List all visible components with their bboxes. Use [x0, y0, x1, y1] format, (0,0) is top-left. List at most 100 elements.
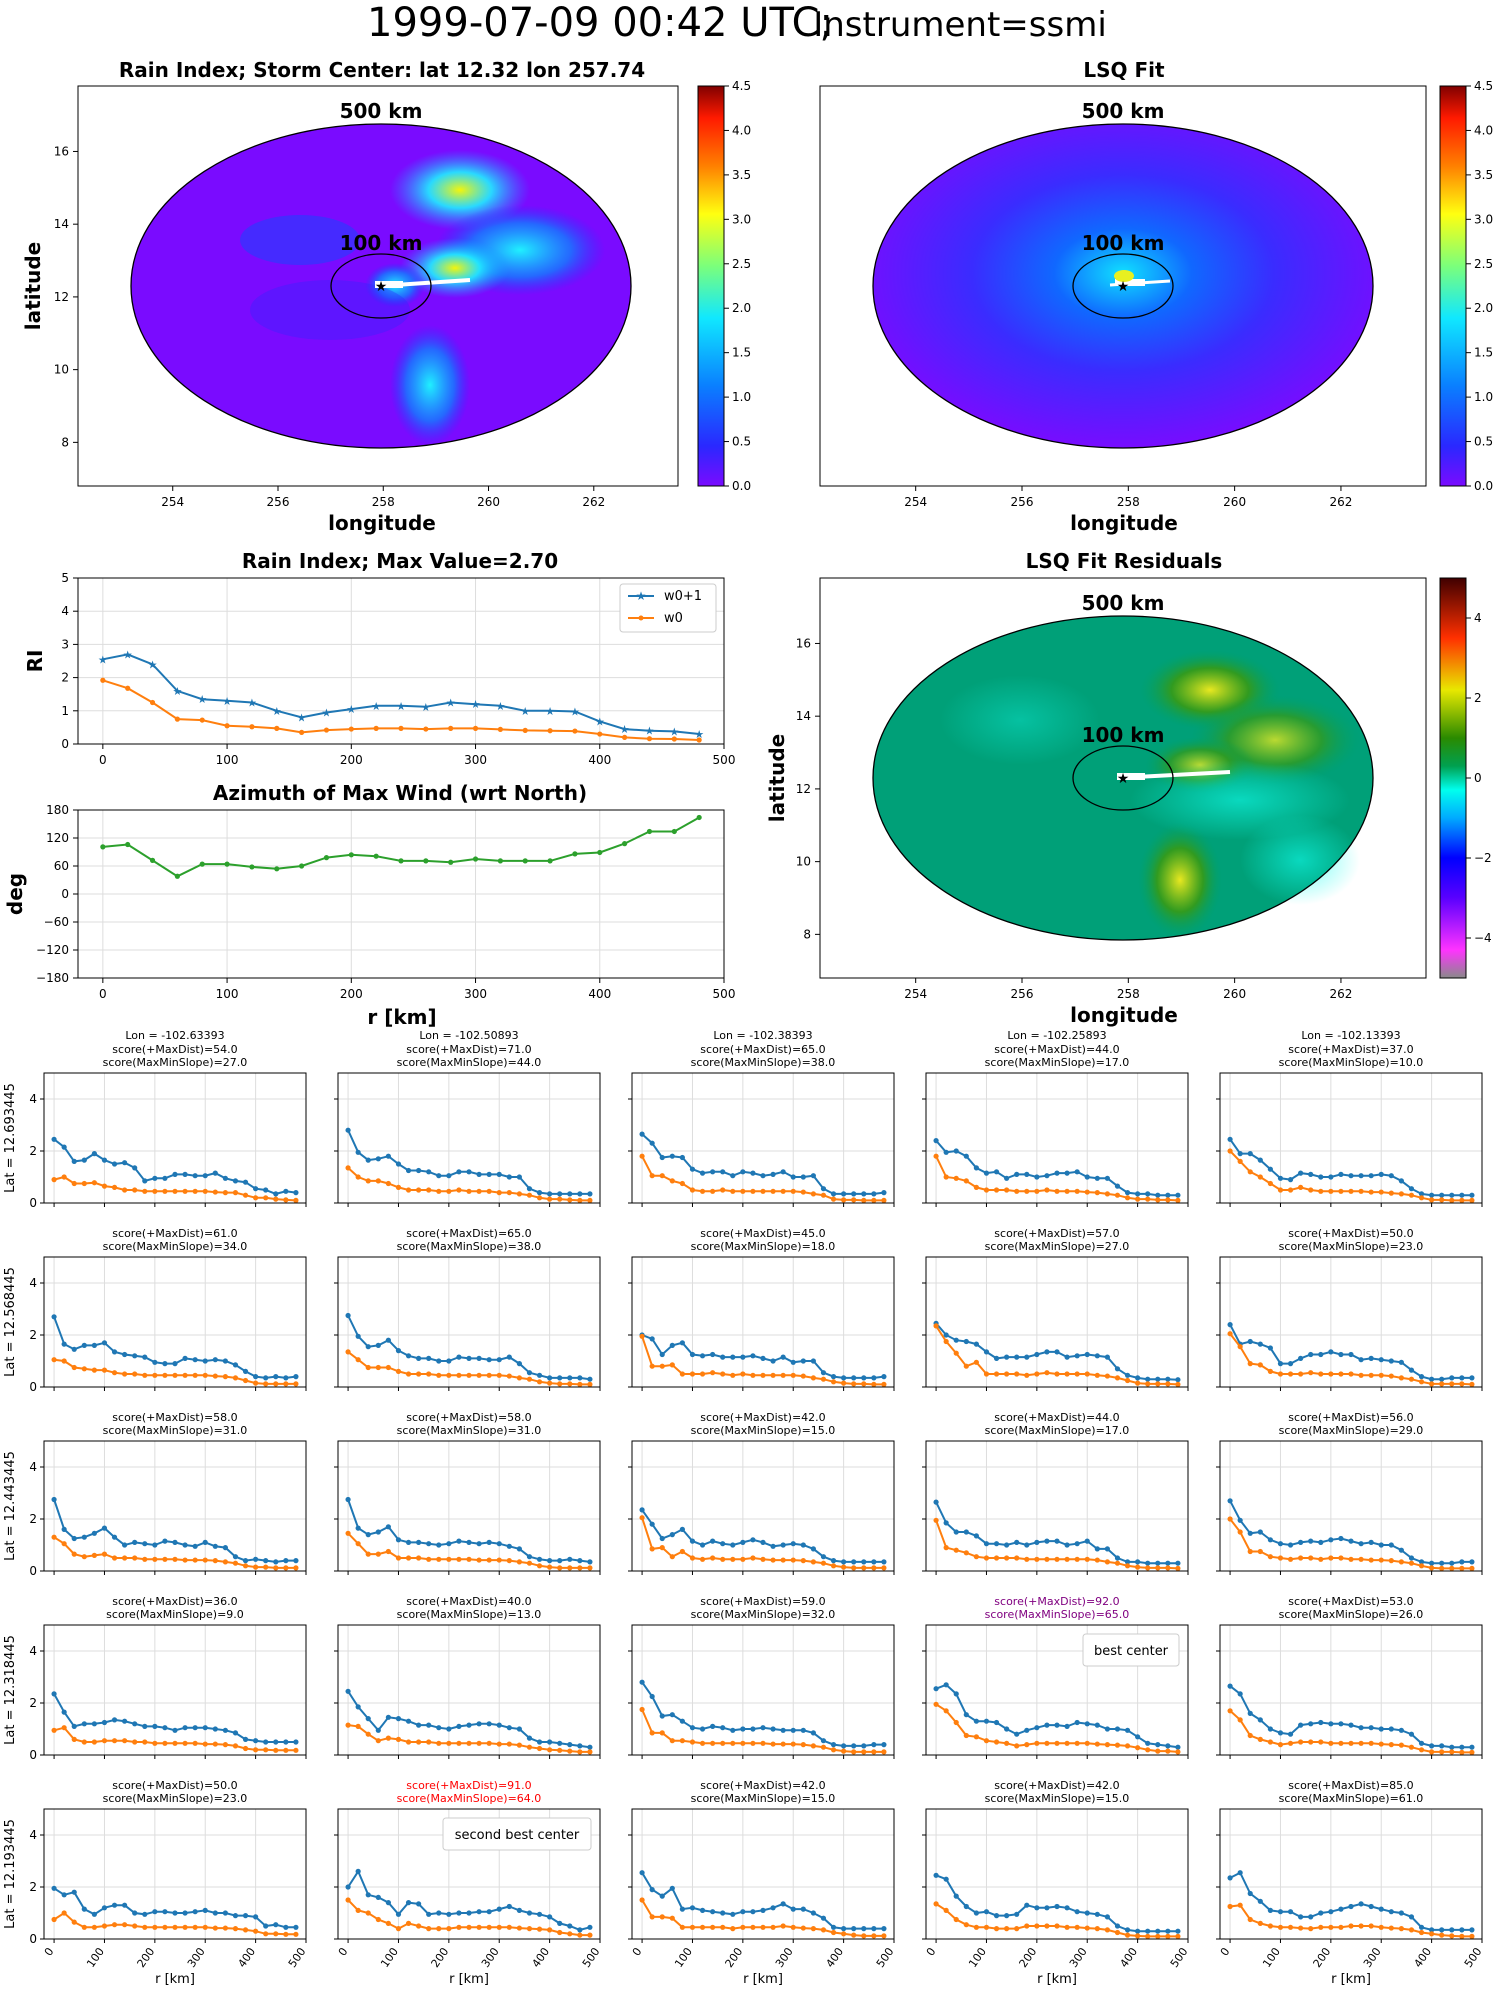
- azimuth-line: [102, 816, 700, 878]
- w0p1-point: [1348, 1351, 1354, 1358]
- w0p1-point: [1014, 1171, 1020, 1177]
- w0-point: [71, 1180, 77, 1187]
- w0p1-point: [283, 1375, 289, 1381]
- colorbar-tick-label: 4: [1474, 611, 1482, 625]
- score-maxdist: score(+MaxDist)=42.0: [700, 1779, 825, 1792]
- w0p1-point: [669, 1532, 675, 1538]
- w0-point: [299, 729, 305, 735]
- w0p1-point: [212, 1726, 218, 1732]
- x-tick-label: 200: [340, 753, 363, 767]
- w0p1-point: [385, 1900, 391, 1906]
- w0p1-point: [122, 1160, 128, 1166]
- w0-point: [851, 1565, 857, 1571]
- w0-point: [345, 1530, 351, 1536]
- w0p1-point: [1034, 1725, 1040, 1731]
- w0p1-point: [192, 1357, 198, 1363]
- w0-point: [395, 1926, 402, 1932]
- w0-line: [347, 1532, 590, 1569]
- w0-point: [547, 1747, 553, 1753]
- w0-point: [61, 1541, 67, 1547]
- w0-point: [810, 1743, 816, 1749]
- w0p1-point: [790, 1541, 796, 1547]
- y-tick-label: 2: [29, 1144, 37, 1158]
- w0p1-point: [720, 1354, 726, 1360]
- w0p1-point: [689, 1351, 696, 1358]
- w0-point: [1449, 1565, 1455, 1571]
- w0-point: [1024, 1188, 1030, 1194]
- w0p1-point: [395, 1911, 402, 1917]
- w0-point: [1298, 1739, 1304, 1745]
- y-tick-label: 2: [61, 671, 69, 685]
- azimuth-point: [199, 861, 205, 867]
- w0-point: [1004, 1555, 1010, 1561]
- w0p1-point: [1024, 1542, 1030, 1548]
- w0-point: [506, 1924, 512, 1930]
- w0-point: [800, 1373, 806, 1379]
- w0p1-point: [91, 1911, 97, 1917]
- w0-point: [1469, 1749, 1475, 1755]
- w0-point: [426, 1371, 432, 1377]
- w0-point: [770, 1557, 776, 1563]
- w0-point: [1135, 1196, 1141, 1202]
- w0-point: [699, 1556, 706, 1562]
- x-tick-label: 100: [672, 1945, 695, 1970]
- y-tick-label: 8: [61, 435, 69, 449]
- w0-point: [1094, 1372, 1100, 1378]
- w0-point: [365, 1551, 371, 1557]
- w0-point: [1165, 1381, 1171, 1387]
- w0-point: [1348, 1740, 1354, 1746]
- w0-point: [142, 1556, 148, 1562]
- rain-index-map-title: Rain Index; Storm Center: lat 12.32 lon …: [119, 58, 645, 82]
- w0p1-point: [436, 1910, 442, 1916]
- y-tick-label: 60: [54, 859, 69, 873]
- w0-point: [283, 1565, 289, 1571]
- w0p1-point: [1064, 1905, 1070, 1911]
- w0p1-point: [1024, 1902, 1030, 1908]
- w0-point: [395, 1555, 402, 1561]
- w0p1-point: [132, 1353, 138, 1359]
- w0p1-point: [202, 1539, 208, 1545]
- w0p1-point: ★: [98, 653, 108, 666]
- x-tick-label: 254: [904, 987, 927, 1001]
- w0-point: [111, 1555, 118, 1561]
- w0p1-point: [1064, 1170, 1070, 1176]
- w0p1-point: [820, 1554, 827, 1560]
- w0-point: [345, 1722, 351, 1728]
- w0p1-point: [375, 1156, 381, 1162]
- w0-point: [283, 1747, 289, 1753]
- w0p1-point: [780, 1354, 786, 1360]
- w0p1-point: [1308, 1171, 1314, 1177]
- w0-point: [142, 1739, 148, 1745]
- w0p1-point: [1114, 1183, 1121, 1189]
- w0-point: [466, 1740, 472, 1746]
- w0p1-point: [172, 1910, 178, 1916]
- w0-point: [273, 1747, 279, 1753]
- x-tick-label: 262: [1329, 495, 1352, 509]
- x-tick-label: 200: [1017, 1945, 1040, 1970]
- w0p1-point: [689, 1905, 696, 1911]
- w0p1-point: [810, 1358, 816, 1364]
- x-tick-label: 258: [372, 495, 395, 509]
- w0-point: [1074, 1556, 1080, 1562]
- w0p1-point: ★: [222, 695, 232, 708]
- w0-point: [649, 1173, 655, 1179]
- w0-point: [162, 1556, 168, 1562]
- w0-point: [740, 1188, 746, 1194]
- w0p1-point: [1227, 1136, 1233, 1142]
- w0-point: [486, 1740, 492, 1746]
- w0p1-point: [182, 1171, 188, 1177]
- w0-point: [355, 1541, 361, 1547]
- x-tick-label: 262: [582, 495, 605, 509]
- grid-panel-r2-c0: 024score(+MaxDist)=58.0score(MaxMinSlope…: [3, 1411, 307, 1578]
- w0-point: [1358, 1188, 1364, 1194]
- w0-point: [639, 1515, 645, 1521]
- residuals-map-xlabel: longitude: [1070, 1003, 1178, 1027]
- w0p1-point: [983, 1909, 990, 1915]
- w0-point: [405, 1555, 412, 1561]
- w0-point: [1277, 1924, 1284, 1930]
- w0-point: [1074, 1371, 1080, 1377]
- w0-point: [516, 1559, 522, 1565]
- w0-point: [283, 1931, 289, 1937]
- w0p1-point: [71, 1723, 77, 1729]
- w0-point: [1135, 1380, 1141, 1386]
